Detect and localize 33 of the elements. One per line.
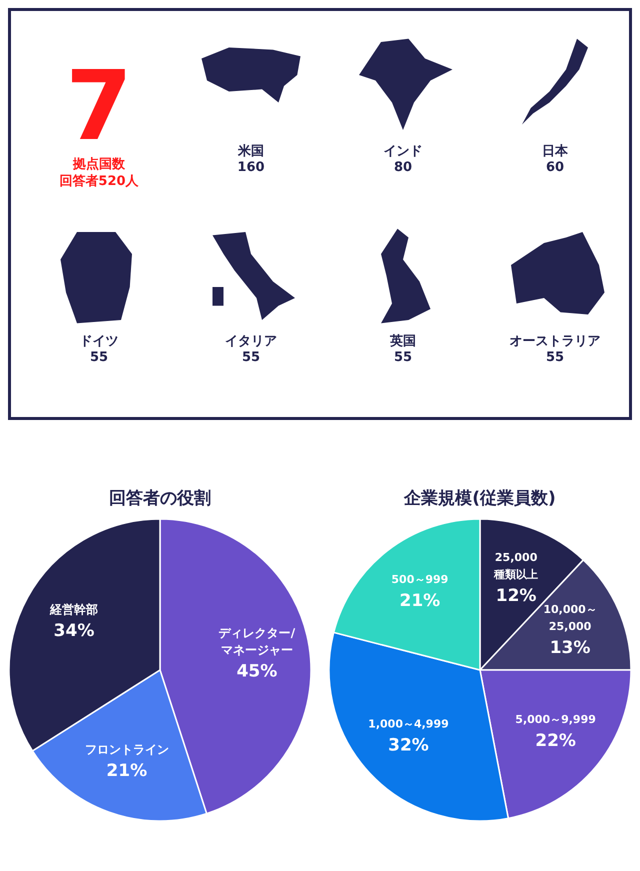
slice-label: 10,000～25,000 — [543, 603, 597, 634]
data-label: 12% — [496, 586, 536, 606]
data-label: 60 — [544, 160, 566, 175]
category-label: 日本 — [541, 143, 569, 160]
data-label: 160 — [236, 160, 266, 175]
category-label: オーストラリア — [508, 333, 602, 350]
category-label: ドイツ — [78, 333, 120, 350]
slice-label: 500～999 — [391, 572, 448, 586]
data-label: 55 — [88, 350, 110, 365]
data-label: 21% — [400, 590, 440, 611]
chart-title: 企業規模(従業員数) — [403, 488, 556, 508]
category-label: 英国 — [389, 333, 417, 350]
slice-label: 5,000～9,999 — [515, 713, 596, 726]
chart-title: 回答者の役割 — [109, 488, 211, 508]
data-label: 21% — [106, 760, 148, 781]
category-label: イタリア — [224, 333, 278, 350]
data-label: 34% — [54, 621, 94, 642]
slice-label: 25,000種類以上 — [493, 550, 538, 581]
slice-label: 1,000～4,999 — [368, 718, 449, 731]
category-label: 米国 — [236, 143, 265, 160]
text: 回答者520人 — [58, 173, 140, 190]
slice-label: 経営幹部 — [49, 602, 98, 617]
data-label: 45% — [236, 662, 278, 682]
data-label: 32% — [388, 736, 429, 756]
slice-label: ディレクター/マネージャー — [218, 626, 296, 658]
category-label: インド — [382, 143, 424, 160]
data-label: 55 — [392, 350, 414, 365]
data-label: 55 — [240, 350, 262, 365]
data-label: 22% — [535, 731, 576, 752]
data-label: 55 — [544, 350, 566, 365]
data-label: 13% — [550, 638, 590, 658]
data-label: 80 — [392, 160, 414, 175]
slice-label: フロントライン — [84, 742, 169, 756]
